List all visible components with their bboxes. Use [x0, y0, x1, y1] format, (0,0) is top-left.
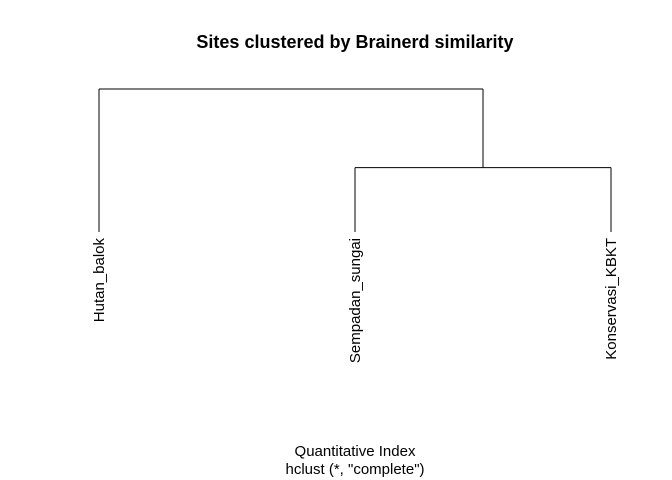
x-axis-label: Quantitative Index	[295, 443, 416, 460]
leaf-labels: Hutan_balok Sempadan_sungai Konservasi_KBK…	[91, 238, 620, 364]
method-sublabel: hclust (*, "complete")	[285, 461, 424, 478]
dendrogram-branches	[98, 88, 612, 232]
leaf-label: Hutan_balok	[91, 238, 108, 323]
leaf-label: Konservasi_KBKT	[603, 238, 620, 360]
leaf-label: Sempadan_sungai	[347, 238, 364, 363]
chart-title: Sites clustered by Brainerd similarity	[196, 32, 513, 52]
